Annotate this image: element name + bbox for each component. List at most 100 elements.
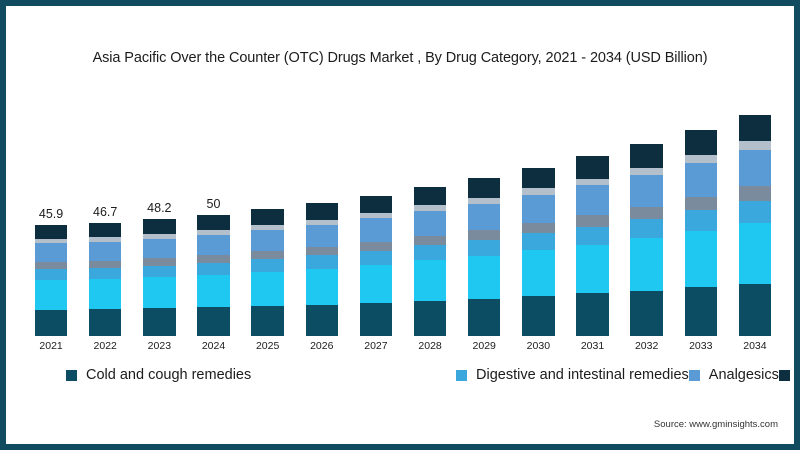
bar-segment <box>251 225 284 231</box>
bar-segment <box>630 167 663 175</box>
bar-segment <box>197 230 230 235</box>
bar-segment <box>34 224 68 240</box>
chart-title: Asia Pacific Over the Counter (OTC) Drug… <box>92 50 708 66</box>
legend-label: Cold and cough remedies <box>86 367 252 383</box>
bar-value-label: 50 <box>206 197 221 212</box>
x-axis-tick-label: 2032 <box>634 340 659 352</box>
bar-segment <box>88 260 122 268</box>
bar-segment <box>197 262 230 275</box>
bar-segment <box>88 223 122 238</box>
bar-segment <box>738 283 772 336</box>
legend-swatch-icon <box>66 369 77 381</box>
bar-segment <box>576 226 609 245</box>
bar-value-label: 45.9 <box>38 206 64 221</box>
bar-column[interactable]: 50 <box>197 197 230 336</box>
bar-segment <box>197 307 230 336</box>
bar-column[interactable]: 45.9 <box>34 207 68 336</box>
bar-segment <box>34 239 68 244</box>
bar-segment <box>359 302 393 336</box>
bar-segment <box>305 246 339 256</box>
bar-column[interactable]: 46.7 <box>88 205 122 336</box>
bar-segment <box>305 224 339 247</box>
bar-column[interactable] <box>576 156 609 336</box>
bar-segment <box>522 167 555 189</box>
bar-column[interactable]: 48.2 <box>143 201 176 336</box>
x-axis-tick-label: 2021 <box>39 340 63 352</box>
bar-column[interactable] <box>738 114 772 336</box>
bar-segment <box>413 260 447 301</box>
bar-segment <box>630 238 663 291</box>
bar-segment <box>630 174 663 207</box>
bar-column[interactable] <box>684 130 718 336</box>
bar-segment <box>738 141 772 150</box>
x-axis: 2021 2022 2023 2024 2025 2026 2027 2028 2029 2030… <box>24 340 782 360</box>
bar-segment <box>251 230 284 252</box>
bar-segment <box>88 241 122 261</box>
legend-label: Digestive and intestinal remedies <box>476 367 689 383</box>
bar-segment <box>359 213 393 219</box>
x-axis-tick-label: 2027 <box>364 340 388 352</box>
legend-swatch-icon <box>688 369 700 381</box>
bar-segment <box>684 210 718 231</box>
bar-segment <box>467 197 501 204</box>
bar-segment <box>359 195 393 214</box>
bar-segment <box>413 210 447 236</box>
bar-segment <box>738 114 772 142</box>
bar-segment <box>684 130 718 156</box>
bar-column[interactable] <box>413 187 447 336</box>
bar-segment <box>88 309 122 336</box>
legend-item[interactable]: Digestive and intestinal remedies <box>456 367 689 383</box>
bar-segment <box>738 149 772 187</box>
x-axis-tick-label: 2034 <box>743 340 767 352</box>
bar-segment <box>576 156 609 179</box>
bar-segment <box>576 244 609 294</box>
bar-segment <box>684 163 718 198</box>
legend-item[interactable]: Cold and cough remedies <box>66 367 456 383</box>
bar-column[interactable] <box>630 143 663 336</box>
bar-column[interactable] <box>522 167 555 336</box>
x-axis-tick-label: 2028 <box>418 340 442 352</box>
bar-segment <box>576 215 609 227</box>
bar-column[interactable] <box>467 178 501 336</box>
bar-segment <box>305 202 339 220</box>
bar-segment <box>305 255 339 269</box>
legend-swatch-icon <box>456 369 467 381</box>
bar-segment <box>251 209 284 226</box>
bar-segment <box>467 255 501 299</box>
bar-segment <box>630 290 663 336</box>
bar-segment <box>467 203 501 230</box>
x-axis-tick-label: 2024 <box>201 340 226 352</box>
bar-segment <box>359 241 393 251</box>
bar-segment <box>684 287 718 336</box>
bar-column[interactable] <box>251 209 284 336</box>
bar-segment <box>467 178 501 198</box>
bar-segment <box>684 197 718 211</box>
bar-segment <box>576 293 609 336</box>
bar-segment <box>576 178 609 186</box>
bar-segment <box>576 185 609 216</box>
bar-segment <box>413 300 447 336</box>
bar-segment <box>143 277 176 309</box>
bar-segment <box>88 267 122 280</box>
legend-item[interactable]: Analgesics <box>688 367 779 383</box>
legend-item[interactable]: Other drug categories <box>778 367 794 383</box>
bar-segment <box>630 219 663 239</box>
source-attribution: Source: www.gminsights.com <box>653 419 778 430</box>
chart-canvas: Asia Pacific Over the Counter (OTC) Drug… <box>6 6 794 444</box>
x-axis-tick-label: 2025 <box>255 340 280 352</box>
bar-segment <box>522 188 555 195</box>
bar-segment <box>522 250 555 297</box>
bar-segment <box>630 143 663 168</box>
bar-column[interactable] <box>359 195 393 336</box>
bar-column[interactable] <box>305 202 339 336</box>
bar-segment <box>467 298 501 336</box>
bar-segment <box>467 229 501 240</box>
bar-segment <box>522 194 555 223</box>
bar-segment <box>143 238 176 259</box>
bar-segment <box>34 261 68 269</box>
bar-segment <box>143 219 176 235</box>
bar-segment <box>143 234 176 239</box>
bar-segment <box>251 259 284 272</box>
bar-segment <box>522 222 555 234</box>
bar-segment <box>197 234 230 255</box>
